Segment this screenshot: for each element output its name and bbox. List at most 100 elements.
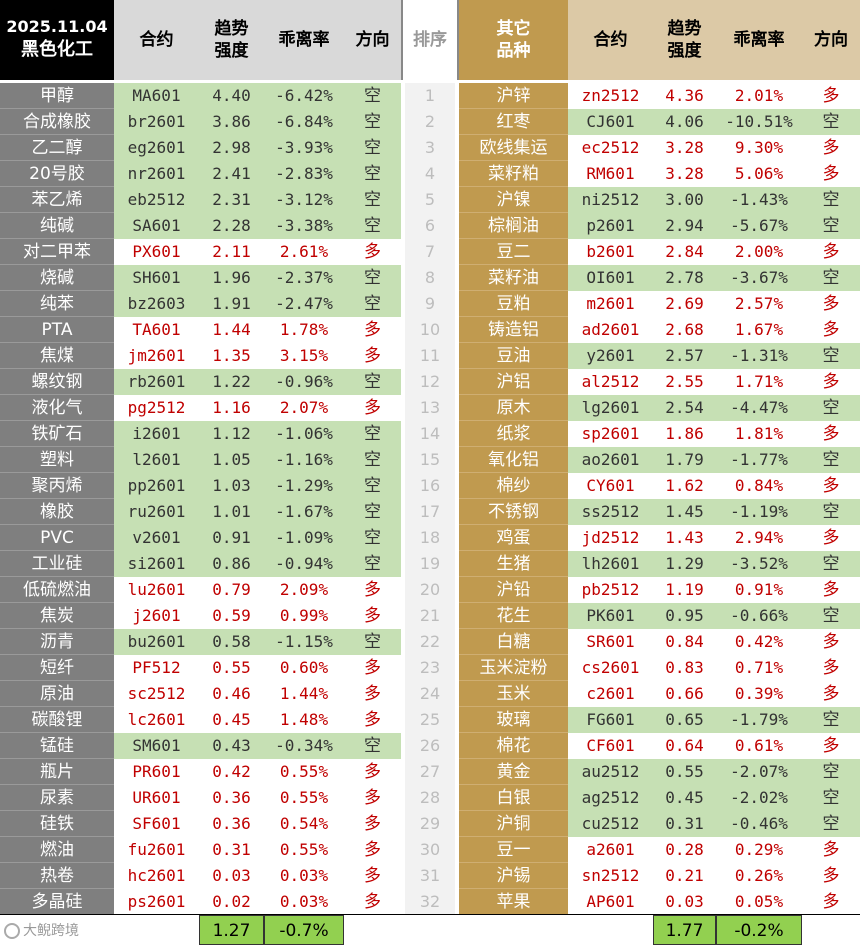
trend-strength: 0.86 bbox=[199, 551, 264, 577]
contract-code: SH601 bbox=[114, 265, 199, 291]
deviation-rate: -3.12% bbox=[264, 187, 344, 213]
trend-strength: 1.22 bbox=[199, 369, 264, 395]
right-direction-header: 方向 bbox=[802, 0, 860, 80]
commodity-name: 焦炭 bbox=[0, 603, 114, 629]
right-table-row: 原木 lg2601 2.54 -4.47% 空 bbox=[0, 395, 860, 421]
trend-strength: 0.83 bbox=[653, 655, 716, 681]
rank-header: 排序 bbox=[401, 0, 459, 80]
deviation-rate: 0.55% bbox=[264, 785, 344, 811]
direction: 空 bbox=[802, 603, 860, 629]
commodity-name: 铸造铝 bbox=[459, 317, 568, 343]
deviation-rate: 0.05% bbox=[716, 889, 802, 915]
commodity-name: 沥青 bbox=[0, 629, 114, 655]
trend-strength: 0.36 bbox=[199, 785, 264, 811]
commodity-name: 豆一 bbox=[459, 837, 568, 863]
contract-code: ec2512 bbox=[568, 135, 653, 161]
right-average-deviation: -0.2% bbox=[716, 915, 802, 945]
left-table-row: 纯苯 bz2603 1.91 -2.47% 空 bbox=[0, 291, 860, 317]
right-table-row: 沪镍 ni2512 3.00 -1.43% 空 bbox=[0, 187, 860, 213]
deviation-rate: -0.46% bbox=[716, 811, 802, 837]
deviation-rate: 0.71% bbox=[716, 655, 802, 681]
left-table-row: 燃油 fu2601 0.31 0.55% 多 bbox=[0, 837, 860, 863]
commodity-name: 玻璃 bbox=[459, 707, 568, 733]
commodity-name: 纸浆 bbox=[459, 421, 568, 447]
trend-strength: 3.28 bbox=[653, 135, 716, 161]
commodity-name: 花生 bbox=[459, 603, 568, 629]
deviation-rate: 0.60% bbox=[264, 655, 344, 681]
trend-strength: 2.98 bbox=[199, 135, 264, 161]
deviation-rate: 0.91% bbox=[716, 577, 802, 603]
contract-code: CY601 bbox=[568, 473, 653, 499]
trend-strength: 1.43 bbox=[653, 525, 716, 551]
commodity-name: 乙二醇 bbox=[0, 135, 114, 161]
deviation-rate: -6.42% bbox=[264, 83, 344, 109]
contract-code: lh2601 bbox=[568, 551, 653, 577]
contract-code: PF512 bbox=[114, 655, 199, 681]
deviation-rate: 1.44% bbox=[264, 681, 344, 707]
contract-code: CF601 bbox=[568, 733, 653, 759]
left-table-row: 原油 sc2512 0.46 1.44% 多 bbox=[0, 681, 860, 707]
contract-code: ru2601 bbox=[114, 499, 199, 525]
deviation-rate: 0.42% bbox=[716, 629, 802, 655]
direction: 空 bbox=[344, 265, 401, 291]
right-table-row: 沪铝 al2512 2.55 1.71% 多 bbox=[0, 369, 860, 395]
contract-code: b2601 bbox=[568, 239, 653, 265]
right-category-title: 其它 品种 bbox=[459, 0, 568, 80]
deviation-rate: 1.81% bbox=[716, 421, 802, 447]
left-table-row: 对二甲苯 PX601 2.11 2.61% 多 bbox=[0, 239, 860, 265]
brand-logo-icon bbox=[4, 923, 20, 939]
rank-number: 29 bbox=[405, 811, 455, 837]
trend-strength: 0.21 bbox=[653, 863, 716, 889]
deviation-rate: -2.02% bbox=[716, 785, 802, 811]
deviation-rate: 2.57% bbox=[716, 291, 802, 317]
deviation-rate: -1.19% bbox=[716, 499, 802, 525]
left-table-row: 合成橡胶 br2601 3.86 -6.84% 空 bbox=[0, 109, 860, 135]
direction: 空 bbox=[802, 447, 860, 473]
deviation-rate: 0.54% bbox=[264, 811, 344, 837]
commodity-name: 对二甲苯 bbox=[0, 239, 114, 265]
direction: 多 bbox=[802, 291, 860, 317]
left-deviation-header: 乖离率 bbox=[264, 0, 344, 80]
commodity-name: 苹果 bbox=[459, 889, 568, 915]
contract-code: cs2601 bbox=[568, 655, 653, 681]
deviation-rate: 0.03% bbox=[264, 889, 344, 915]
deviation-rate: 3.15% bbox=[264, 343, 344, 369]
trend-strength: 2.11 bbox=[199, 239, 264, 265]
rank-number: 14 bbox=[405, 421, 455, 447]
right-contract-header: 合约 bbox=[568, 0, 653, 80]
left-table-row: 塑料 l2601 1.05 -1.16% 空 bbox=[0, 447, 860, 473]
contract-code: pb2512 bbox=[568, 577, 653, 603]
rank-number: 3 bbox=[405, 135, 455, 161]
right-table-row: 不锈钢 ss2512 1.45 -1.19% 空 bbox=[0, 499, 860, 525]
direction: 多 bbox=[344, 889, 401, 915]
trend-strength: 0.79 bbox=[199, 577, 264, 603]
deviation-rate: -1.77% bbox=[716, 447, 802, 473]
contract-code: eg2601 bbox=[114, 135, 199, 161]
right-table-row: 鸡蛋 jd2512 1.43 2.94% 多 bbox=[0, 525, 860, 551]
trend-strength: 0.36 bbox=[199, 811, 264, 837]
contract-code: ag2512 bbox=[568, 785, 653, 811]
trend-strength: 4.40 bbox=[199, 83, 264, 109]
rank-number: 1 bbox=[405, 83, 455, 109]
rank-number: 17 bbox=[405, 499, 455, 525]
direction: 多 bbox=[344, 239, 401, 265]
contract-code: PK601 bbox=[568, 603, 653, 629]
trend-strength: 2.28 bbox=[199, 213, 264, 239]
trend-strength: 2.31 bbox=[199, 187, 264, 213]
deviation-rate: 9.30% bbox=[716, 135, 802, 161]
direction: 空 bbox=[802, 395, 860, 421]
deviation-rate: 2.07% bbox=[264, 395, 344, 421]
contract-code: SF601 bbox=[114, 811, 199, 837]
commodity-name: 豆油 bbox=[459, 343, 568, 369]
left-table-row: 瓶片 PR601 0.42 0.55% 多 bbox=[0, 759, 860, 785]
commodity-name: 甲醇 bbox=[0, 83, 114, 109]
commodity-name: 欧线集运 bbox=[459, 135, 568, 161]
rank-number: 21 bbox=[405, 603, 455, 629]
trend-strength: 1.12 bbox=[199, 421, 264, 447]
trend-strength: 0.31 bbox=[653, 811, 716, 837]
trend-strength: 1.96 bbox=[199, 265, 264, 291]
contract-code: lg2601 bbox=[568, 395, 653, 421]
right-table-row: 苹果 AP601 0.03 0.05% 多 bbox=[0, 889, 860, 915]
left-table-row: 碳酸锂 lc2601 0.45 1.48% 多 bbox=[0, 707, 860, 733]
deviation-rate: 1.78% bbox=[264, 317, 344, 343]
